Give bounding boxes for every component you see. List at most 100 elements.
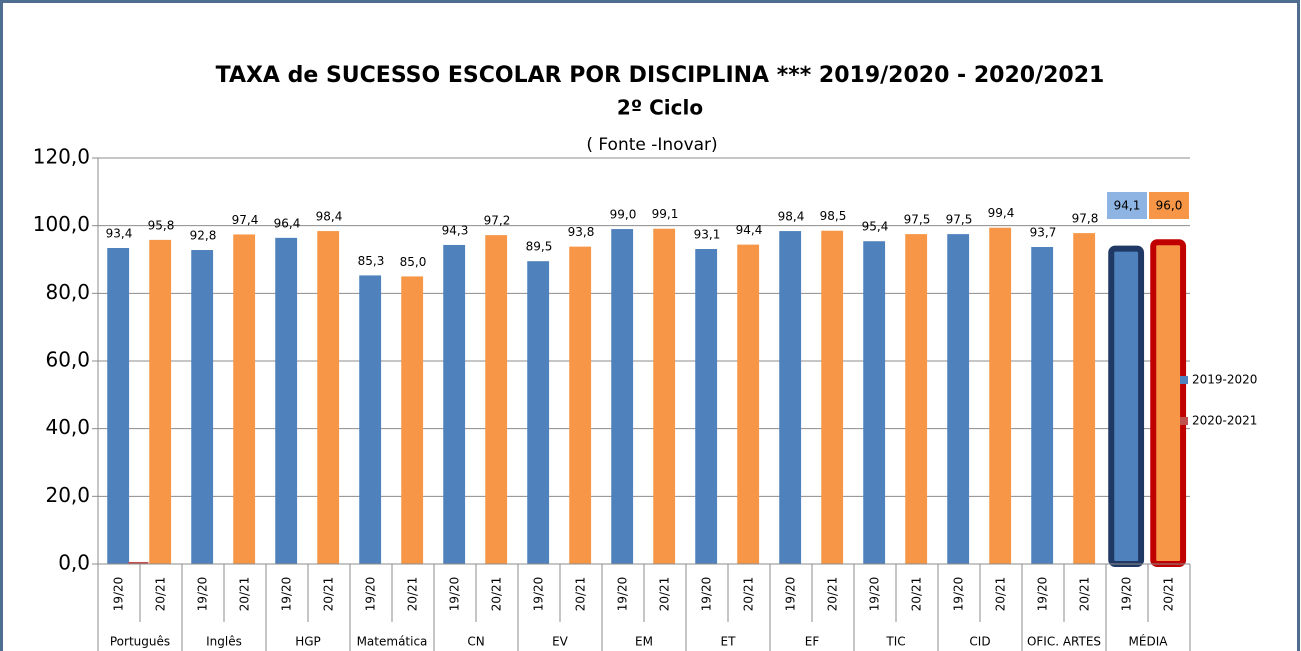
bar (233, 234, 256, 565)
x-tick-label: 20/21 (910, 577, 924, 612)
bar (107, 247, 130, 564)
x-tick-label: 19/20 (364, 577, 378, 612)
bar (737, 244, 760, 564)
legend-label: 2020-2021 (1192, 414, 1257, 428)
group-label: Português (110, 635, 170, 649)
x-tick-label: 20/21 (490, 577, 504, 612)
data-label: 97,5 (946, 213, 973, 227)
x-tick-label: 20/21 (1162, 577, 1176, 612)
x-tick-label: 19/20 (1036, 577, 1050, 612)
bar (863, 241, 886, 565)
group-label: EF (805, 635, 820, 649)
label-box (1107, 192, 1147, 219)
data-label: 93,7 (1030, 225, 1057, 239)
y-tick-label: 20,0 (45, 483, 90, 507)
data-label: 94,1 (1114, 199, 1141, 213)
group-label: Matemática (357, 635, 428, 649)
x-tick-label: 20/21 (154, 577, 168, 612)
chart-title: TAXA de SUCESSO ESCOLAR POR DISCIPLINA *… (216, 63, 1105, 88)
data-label: 93,4 (106, 226, 133, 240)
data-label: 95,4 (862, 220, 889, 234)
group-label: OFIC. ARTES (1027, 635, 1101, 649)
y-tick-label: 0,0 (58, 551, 90, 575)
bar (317, 231, 340, 564)
label-box (1149, 192, 1189, 219)
data-label: 98,5 (820, 209, 847, 223)
data-label: 97,8 (1072, 212, 1099, 226)
x-tick-label: 20/21 (994, 577, 1008, 612)
group-label: CN (467, 635, 484, 649)
bar (695, 249, 718, 565)
bar (128, 561, 149, 564)
data-label: 98,4 (778, 210, 805, 224)
data-label: 99,4 (988, 206, 1015, 220)
data-label: 97,5 (904, 213, 931, 227)
data-label: 94,3 (442, 223, 469, 237)
x-tick-label: 20/21 (826, 577, 840, 612)
bar (401, 276, 424, 564)
x-tick-label: 20/21 (1078, 577, 1092, 612)
bar (947, 234, 970, 564)
x-tick-label: 20/21 (742, 577, 756, 612)
x-tick-label: 19/20 (196, 577, 210, 612)
data-label: 89,5 (526, 240, 553, 254)
y-tick-label: 120,0 (33, 145, 90, 169)
data-label: 99,0 (610, 208, 637, 222)
x-tick-label: 20/21 (322, 577, 336, 612)
x-tick-label: 19/20 (448, 577, 462, 612)
legend-swatch (1180, 376, 1188, 384)
bar (1031, 246, 1054, 564)
x-tick-label: 20/21 (574, 577, 588, 612)
bar (653, 228, 676, 564)
bar (569, 246, 592, 565)
bar (611, 229, 634, 565)
bar (527, 261, 550, 564)
bar (1108, 245, 1145, 567)
x-tick-label: 19/20 (1120, 577, 1134, 612)
x-tick-label: 19/20 (952, 577, 966, 612)
data-label: 97,4 (232, 213, 259, 227)
group-label: ET (721, 635, 737, 649)
group-label: EM (635, 635, 653, 649)
data-label: 95,8 (148, 218, 175, 232)
y-tick-label: 60,0 (45, 348, 90, 372)
x-tick-label: 19/20 (532, 577, 546, 612)
bar (821, 230, 844, 564)
group-label: TIC (885, 635, 905, 649)
bar (779, 231, 802, 564)
x-tick-label: 20/21 (238, 577, 252, 612)
x-tick-label: 19/20 (784, 577, 798, 612)
group-label: EV (552, 635, 569, 649)
bar (275, 237, 298, 564)
group-label: CID (969, 635, 990, 649)
x-tick-label: 19/20 (616, 577, 630, 612)
y-tick-label: 40,0 (45, 415, 90, 439)
bar (359, 275, 382, 564)
y-tick-label: 100,0 (33, 212, 90, 236)
x-tick-label: 19/20 (700, 577, 714, 612)
data-label: 96,0 (1156, 199, 1183, 213)
x-tick-label: 19/20 (280, 577, 294, 612)
chart-note: ( Fonte -Inovar) (586, 135, 717, 155)
data-label: 92,8 (190, 229, 217, 243)
bar (989, 227, 1012, 565)
data-label: 97,2 (484, 214, 511, 228)
bar (191, 250, 214, 564)
data-label: 93,1 (694, 228, 721, 242)
data-label: 96,4 (274, 216, 301, 230)
bar (1150, 239, 1187, 567)
bar (149, 239, 172, 565)
x-tick-label: 20/21 (406, 577, 420, 612)
group-label: Inglês (206, 635, 242, 649)
data-label: 99,1 (652, 207, 679, 221)
y-tick-label: 80,0 (45, 280, 90, 304)
data-label: 93,8 (568, 225, 595, 239)
x-tick-label: 19/20 (112, 577, 126, 612)
data-label: 94,4 (736, 223, 763, 237)
bar (485, 235, 508, 564)
x-tick-label: 19/20 (868, 577, 882, 612)
data-label: 85,0 (400, 255, 427, 269)
data-label: 98,4 (316, 210, 343, 224)
bar (443, 244, 466, 564)
